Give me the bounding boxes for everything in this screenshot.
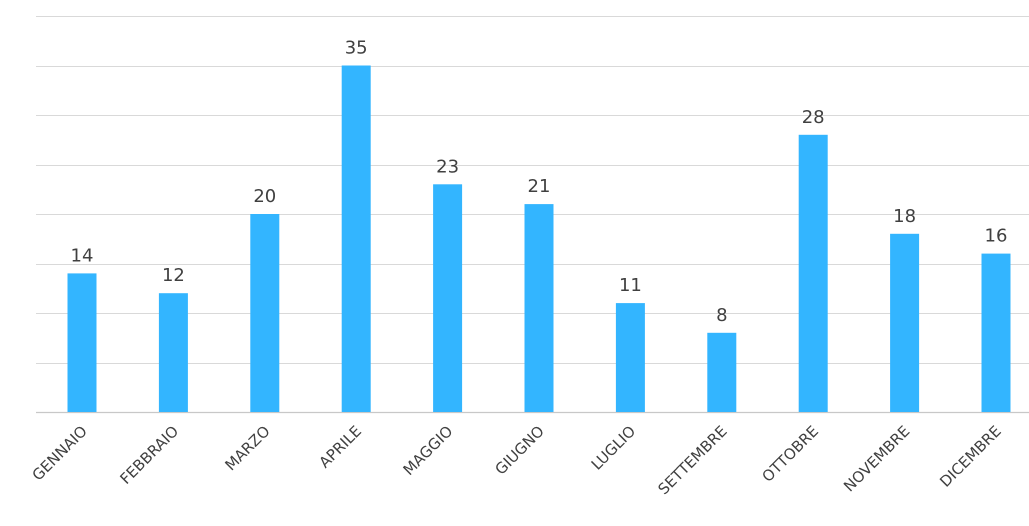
- data-label-luglio: 11: [619, 275, 642, 296]
- x-tick-label-luglio: LUGLIO: [588, 422, 639, 473]
- bar-luglio: [615, 303, 645, 412]
- x-tick-label-settembre: SETTEMBRE: [654, 422, 730, 498]
- data-label-giugno: 21: [528, 176, 551, 197]
- x-tick-label-novembre: NOVEMBRE: [840, 422, 913, 495]
- data-label-dicembre: 16: [985, 226, 1008, 247]
- data-label-ottobre: 28: [802, 107, 825, 128]
- x-tick-label-febbraio: FEBBRAIO: [116, 422, 182, 488]
- bar-aprile: [341, 65, 371, 412]
- bar-febbraio: [158, 293, 188, 412]
- gridlines: [36, 16, 1029, 414]
- data-label-settembre: 8: [716, 305, 727, 326]
- data-label-marzo: 20: [253, 186, 276, 207]
- x-tick-label-gennaio: GENNAIO: [29, 422, 91, 484]
- bar-novembre: [890, 233, 920, 412]
- bar-settembre: [707, 332, 737, 412]
- bar-maggio: [433, 184, 463, 412]
- bar-dicembre: [981, 253, 1011, 412]
- bars: [67, 65, 1011, 413]
- data-label-maggio: 23: [436, 156, 459, 177]
- data-label-febbraio: 12: [162, 265, 185, 286]
- x-tick-label-aprile: APRILE: [316, 422, 365, 471]
- x-tick-label-marzo: MARZO: [222, 422, 274, 474]
- data-labels: 14 12 20 35 23 21 11 8 28 18 16: [71, 38, 1008, 326]
- x-tick-label-giugno: GIUGNO: [491, 422, 547, 478]
- data-label-novembre: 18: [893, 206, 916, 227]
- bar-ottobre: [798, 134, 828, 413]
- x-tick-label-dicembre: DICEMBRE: [936, 422, 1005, 491]
- data-label-aprile: 35: [345, 38, 368, 59]
- x-tick-label-maggio: MAGGIO: [400, 422, 457, 479]
- bar-giugno: [524, 204, 554, 412]
- x-tick-label-ottobre: OTTOBRE: [758, 422, 822, 486]
- bar-gennaio: [67, 273, 97, 412]
- data-label-gennaio: 14: [71, 245, 94, 266]
- bar-marzo: [250, 214, 280, 412]
- x-tick-labels: GENNAIO FEBBRAIO MARZO APRILE MAGGIO GIUGNO LU…: [29, 422, 1005, 498]
